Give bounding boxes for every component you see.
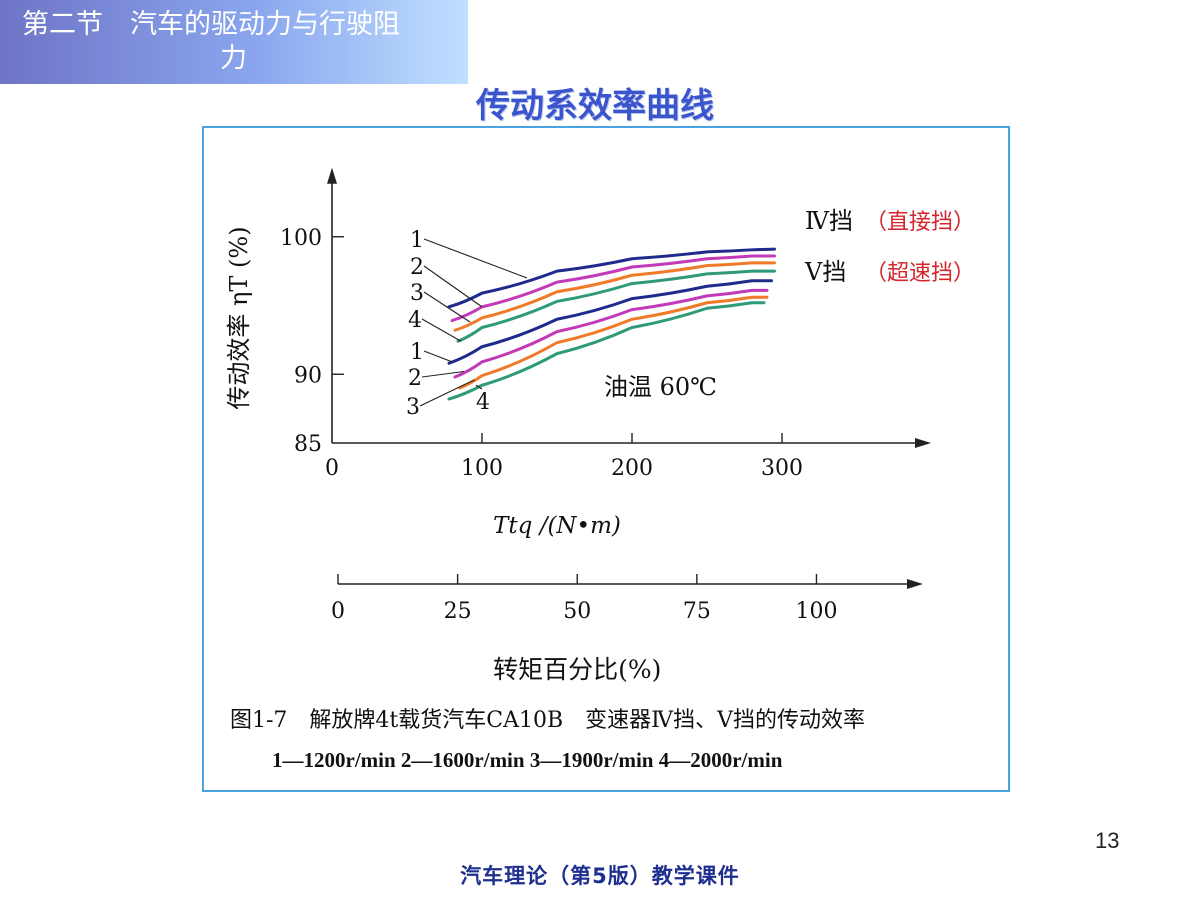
curve-gear5-1 [447,279,773,365]
x-axis-arrow [915,438,931,448]
x-tick-label: 200 [611,456,653,481]
curve-label-leader [423,291,471,323]
x-tick-label: 300 [761,456,803,481]
curve-gear4-2 [450,254,776,323]
curve-number-label: 1 [410,228,424,253]
x-tick-label: 100 [461,456,503,481]
curve-number-label: 2 [408,366,422,391]
curve-number-label: 4 [476,390,490,415]
curve-label-leader [419,379,475,407]
x2-tick-label: 100 [795,599,837,624]
x2-tick-label: 50 [563,599,591,624]
curve-number-label: 1 [410,340,424,365]
section-title-line1: 第二节 汽车的驱动力与行驶阻 [22,9,400,40]
gear-label: Ⅴ挡 [804,258,846,286]
curve-label-leader [423,238,528,279]
x-axis-label: Ttq /(N•m) [493,513,621,539]
curve-label-leader [423,350,453,363]
slide-title: 传动系效率曲线 [476,86,714,126]
curve-gear4-4 [456,269,776,343]
curve-gear4-1 [447,247,776,309]
curve-number-label: 2 [410,255,424,280]
curve-label-leader [421,318,462,342]
y-tick-label: 90 [294,363,322,388]
curve-label-leader [475,384,483,390]
figure-legend-speeds: 1—1200r/min 2—1600r/min 3—1900r/min 4—20… [272,748,783,772]
curve-label-leader [421,370,465,378]
curve-gear5-4 [447,301,766,401]
y-tick-label: 100 [280,226,322,251]
oil-temperature-annotation: 油温 60℃ [604,373,717,401]
y-axis-label: 传动效率 ηT (%) [225,226,253,409]
gear-note: （超速挡） [865,261,975,286]
x2-tick-label: 75 [683,599,711,624]
curve-gear4-3 [453,261,776,332]
section-banner: 第二节 汽车的驱动力与行驶阻 力 [0,0,468,84]
curve-gear5-2 [453,288,769,379]
curve-number-label: 4 [408,308,422,333]
section-title-line2: 力 [220,43,247,74]
x2-axis-label: 转矩百分比(%) [493,655,661,684]
y-axis-arrow [327,167,337,184]
x2-axis-arrow [907,579,923,589]
curve-number-label: 3 [406,395,420,420]
x2-tick-label: 0 [331,599,345,624]
curve-label-leader [423,265,483,308]
x-tick-label: 0 [325,456,339,481]
y-tick-label: 85 [294,432,322,457]
curve-gear5-3 [458,295,769,390]
footer-text: 汽车理论（第5版）教学课件 [460,864,740,888]
x2-tick-label: 25 [444,599,472,624]
figure-caption: 图1-7 解放牌4t载货汽车CA10B 变速器Ⅳ挡、Ⅴ挡的传动效率 [230,708,866,733]
gear-label: Ⅳ挡 [805,207,853,235]
curve-number-label: 3 [410,281,424,306]
page-number: 13 [1095,828,1120,853]
gear-note: （直接挡） [865,210,975,235]
